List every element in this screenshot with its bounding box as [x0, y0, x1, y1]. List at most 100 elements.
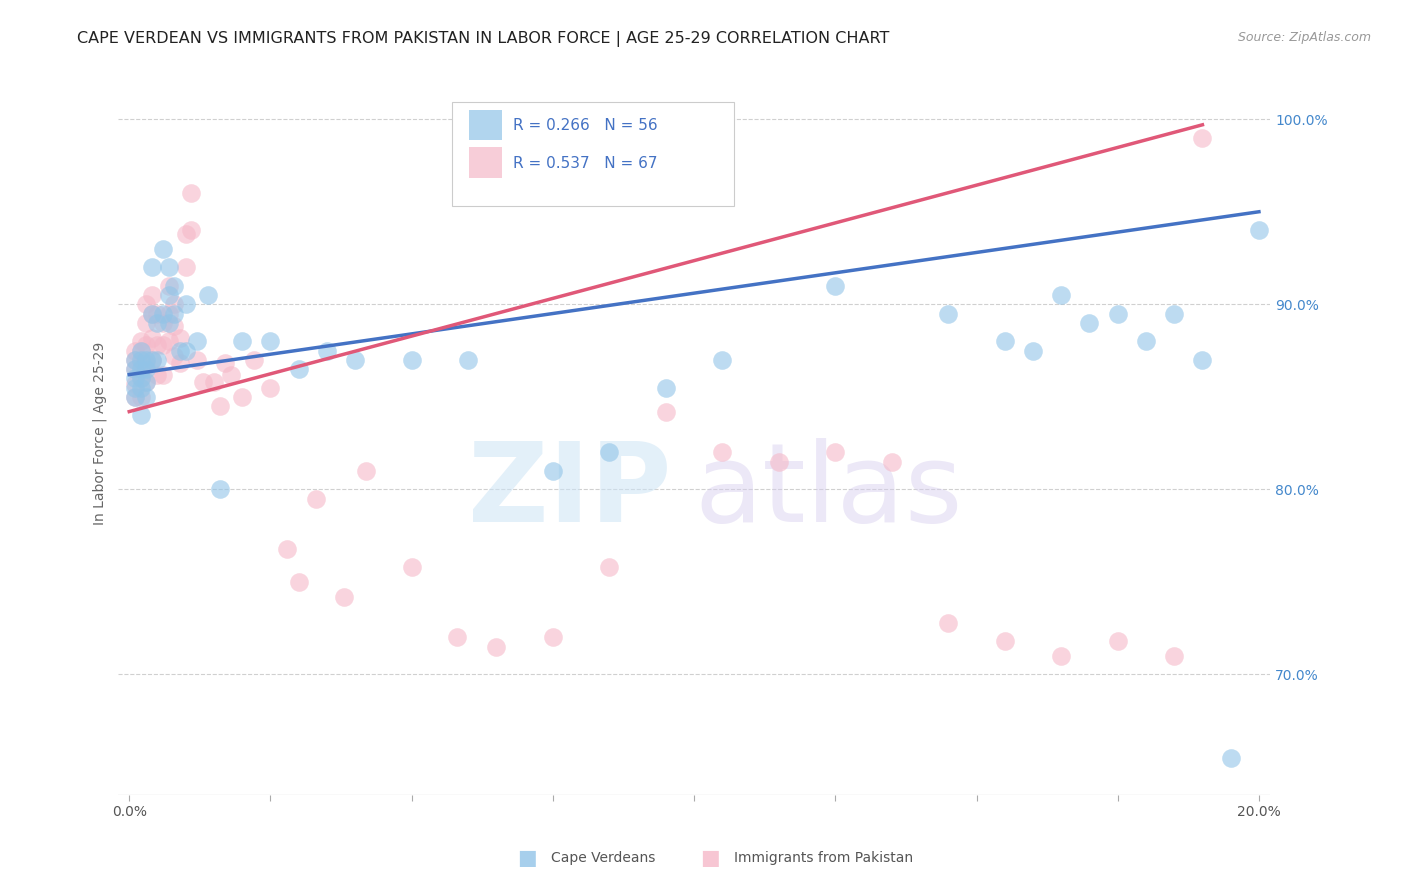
Point — [186, 352, 208, 367]
Point — [129, 356, 152, 370]
Point — [124, 390, 146, 404]
Point — [146, 338, 169, 352]
Text: ZIP: ZIP — [468, 438, 671, 545]
Point — [146, 368, 169, 382]
Point — [141, 352, 163, 367]
Point — [163, 278, 186, 293]
Point — [124, 352, 146, 367]
Point — [824, 445, 846, 459]
Point — [129, 380, 152, 394]
Text: CAPE VERDEAN VS IMMIGRANTS FROM PAKISTAN IN LABOR FORCE | AGE 25-29 CORRELATION : CAPE VERDEAN VS IMMIGRANTS FROM PAKISTAN… — [77, 31, 890, 47]
Point — [152, 338, 174, 352]
Point — [141, 352, 163, 367]
Point — [1135, 334, 1157, 349]
Point — [141, 306, 163, 320]
Point — [141, 306, 163, 320]
Point — [936, 615, 959, 630]
Point — [711, 352, 734, 367]
Point — [129, 371, 152, 385]
Point — [1191, 352, 1213, 367]
Point — [1050, 288, 1073, 302]
Point — [287, 362, 309, 376]
Point — [1107, 634, 1129, 648]
Point — [598, 560, 620, 574]
Point — [485, 640, 508, 654]
FancyBboxPatch shape — [470, 110, 502, 140]
Point — [135, 338, 157, 352]
Point — [141, 260, 163, 275]
Point — [446, 630, 468, 644]
Point — [174, 227, 197, 241]
Point — [169, 330, 191, 344]
Point — [124, 380, 146, 394]
Text: Source: ZipAtlas.com: Source: ZipAtlas.com — [1237, 31, 1371, 45]
Point — [655, 380, 678, 394]
Point — [457, 352, 479, 367]
Point — [768, 454, 790, 468]
Y-axis label: In Labor Force | Age 25-29: In Labor Force | Age 25-29 — [93, 343, 107, 525]
Point — [208, 399, 231, 413]
Point — [157, 260, 180, 275]
Point — [129, 352, 152, 367]
Point — [135, 362, 157, 376]
Point — [541, 464, 564, 478]
Point — [1078, 316, 1101, 330]
Point — [152, 368, 174, 382]
Point — [655, 404, 678, 418]
Point — [1191, 130, 1213, 145]
Point — [202, 375, 225, 389]
Point — [1163, 648, 1185, 663]
Point — [146, 306, 169, 320]
Point — [157, 334, 180, 349]
Point — [163, 306, 186, 320]
Point — [231, 334, 253, 349]
Point — [129, 390, 152, 404]
Point — [242, 352, 264, 367]
Point — [129, 409, 152, 423]
Point — [180, 186, 202, 201]
Point — [146, 316, 169, 330]
Point — [541, 630, 564, 644]
Point — [214, 356, 236, 370]
Point — [344, 352, 367, 367]
Point — [174, 297, 197, 311]
FancyBboxPatch shape — [470, 147, 502, 178]
Point — [124, 343, 146, 358]
Text: R = 0.266   N = 56: R = 0.266 N = 56 — [513, 118, 658, 133]
Point — [174, 260, 197, 275]
Point — [1107, 306, 1129, 320]
Point — [141, 288, 163, 302]
Point — [163, 297, 186, 311]
Point — [598, 445, 620, 459]
Point — [124, 362, 146, 376]
Point — [152, 306, 174, 320]
FancyBboxPatch shape — [453, 102, 734, 206]
Point — [197, 288, 219, 302]
Point — [276, 541, 298, 556]
Point — [401, 352, 423, 367]
Point — [135, 316, 157, 330]
Point — [129, 343, 152, 358]
Point — [880, 454, 903, 468]
Point — [1050, 648, 1073, 663]
Point — [152, 316, 174, 330]
Point — [401, 560, 423, 574]
Point — [174, 343, 197, 358]
Text: R = 0.537   N = 67: R = 0.537 N = 67 — [513, 156, 658, 170]
Text: atlas: atlas — [695, 438, 963, 545]
Point — [157, 278, 180, 293]
Point — [135, 375, 157, 389]
Point — [180, 223, 202, 237]
Point — [259, 334, 281, 349]
Point — [146, 352, 169, 367]
Text: ■: ■ — [517, 848, 537, 868]
Text: ■: ■ — [700, 848, 720, 868]
Point — [1219, 750, 1241, 764]
Point — [124, 371, 146, 385]
Point — [135, 297, 157, 311]
Point — [259, 380, 281, 394]
Point — [824, 278, 846, 293]
Point — [157, 288, 180, 302]
Point — [231, 390, 253, 404]
Point — [186, 334, 208, 349]
